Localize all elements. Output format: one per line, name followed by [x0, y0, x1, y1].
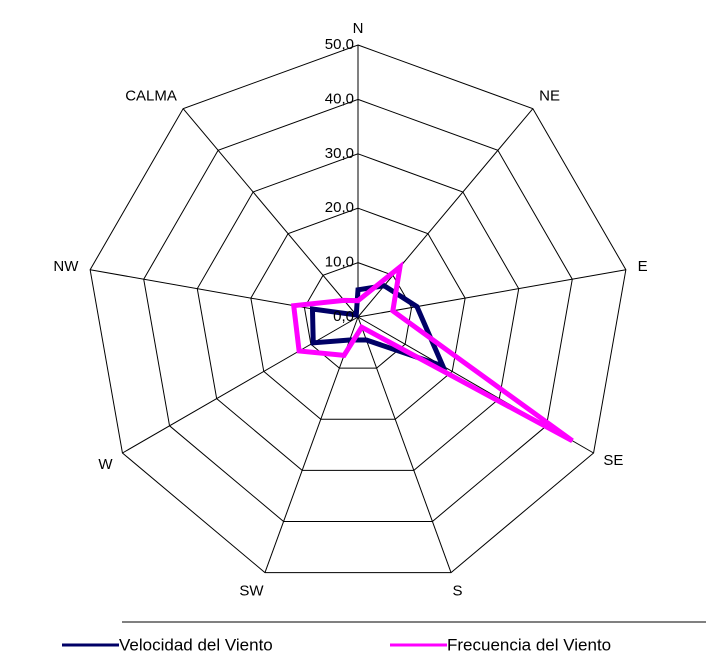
y-tick-label: 40,0 — [325, 90, 354, 107]
y-tick-label: 20,0 — [325, 199, 354, 216]
y-tick-label: 10,0 — [325, 254, 354, 271]
spoke — [182, 108, 359, 318]
spoke — [357, 269, 626, 318]
grid-ring — [89, 44, 627, 574]
category-label: SE — [603, 452, 623, 469]
category-label: CALMA — [125, 87, 177, 104]
grid-ring — [196, 153, 520, 471]
category-label: E — [638, 258, 648, 275]
spoke — [357, 316, 452, 573]
y-tick-label: 30,0 — [325, 145, 354, 162]
category-label: SW — [239, 583, 264, 600]
legend-label: Velocidad del Viento — [119, 635, 273, 654]
series-line — [309, 283, 448, 371]
category-label: S — [453, 583, 463, 600]
spoke — [357, 108, 534, 318]
grid-ring — [143, 98, 573, 522]
y-tick-label: 0,0 — [333, 308, 354, 325]
spoke — [122, 316, 359, 454]
grid-ring — [303, 262, 413, 369]
category-label: NW — [53, 258, 79, 275]
category-label: W — [98, 456, 113, 473]
series-line — [290, 260, 574, 443]
grid-ring — [250, 207, 466, 420]
legend-label: Frecuencia del Viento — [447, 635, 611, 654]
y-tick-label: 50,0 — [325, 36, 354, 53]
spoke — [264, 316, 359, 573]
category-label: NE — [539, 87, 560, 104]
category-label: N — [353, 20, 364, 37]
